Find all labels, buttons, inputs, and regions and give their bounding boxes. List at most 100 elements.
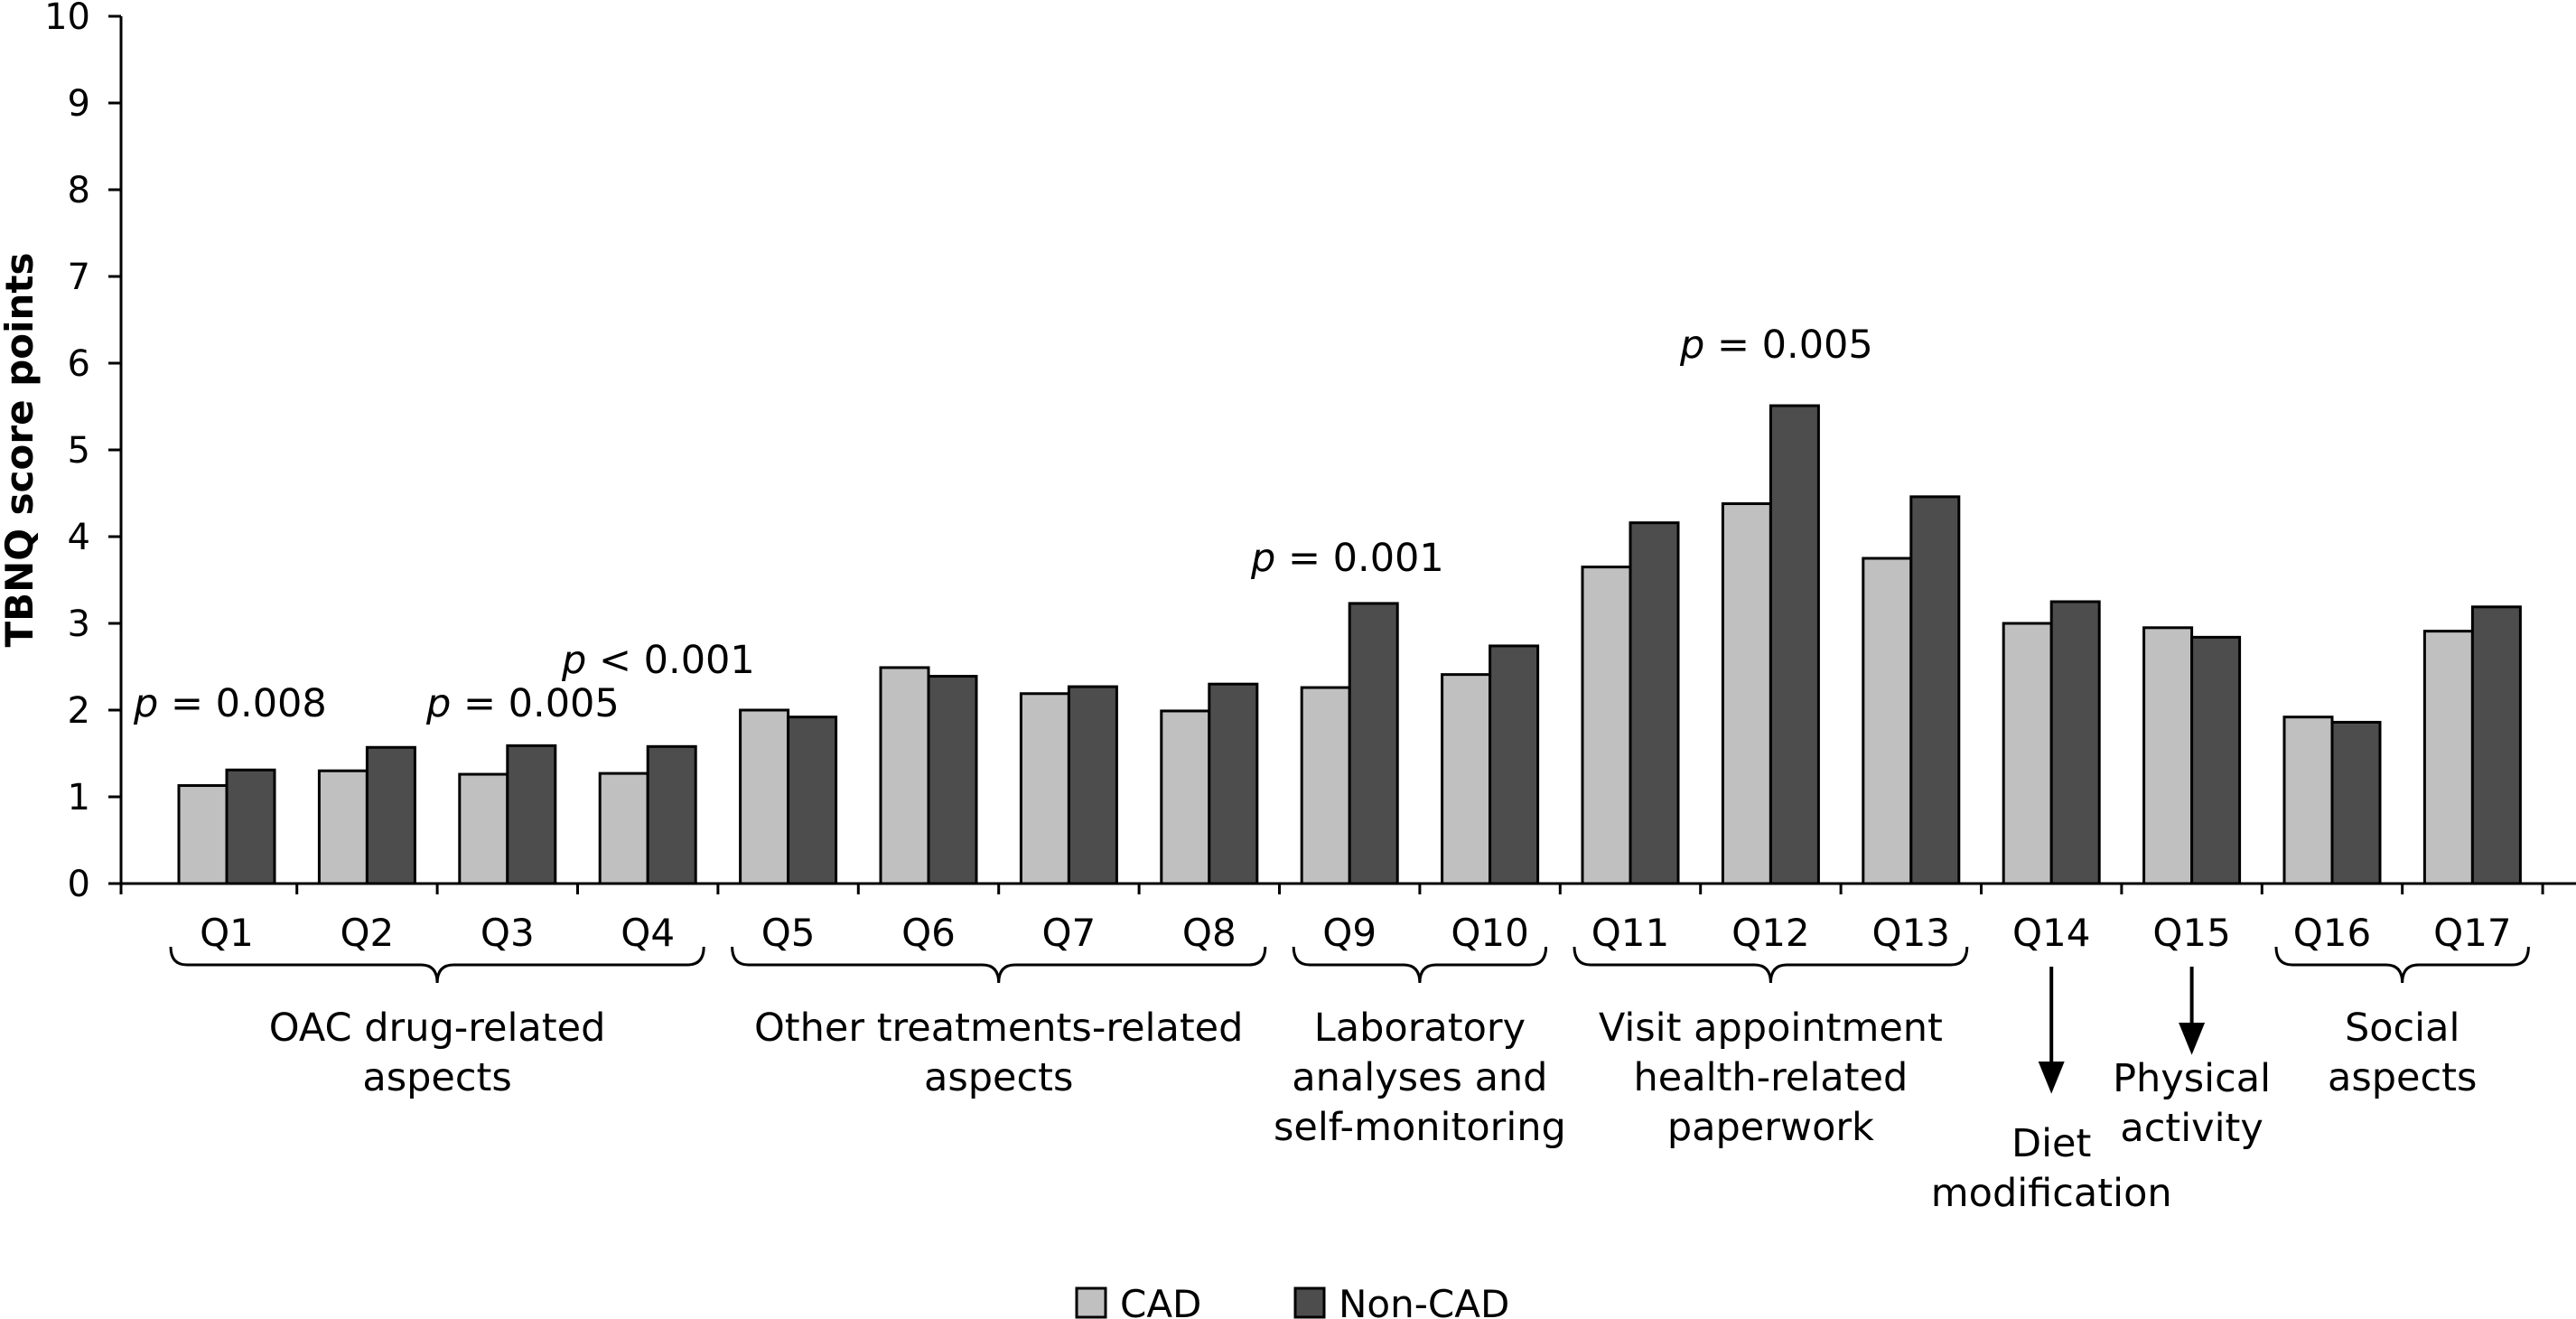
bar-cad-q15 <box>2142 626 2194 885</box>
group-label-laboratory-line-1: Laboratory <box>1314 1006 1526 1051</box>
p-symbol: p <box>425 681 451 726</box>
bar-cad-q5 <box>739 708 790 885</box>
bar-non-cad-q9 <box>1348 602 1399 885</box>
group-label-diet-line-1: Diet <box>2011 1121 2091 1166</box>
bar-cad-q1 <box>177 784 229 885</box>
group-label-diet-line-2: modification <box>1931 1171 2172 1216</box>
arrow-head-physical <box>2179 1023 2206 1055</box>
group-label-physical-line-2: activity <box>2120 1106 2263 1151</box>
y-tick-label: 1 <box>68 777 90 819</box>
bar-non-cad-q16 <box>2330 720 2382 885</box>
group-label-other-treatments-line-1: Other treatments-related <box>754 1006 1244 1051</box>
bar-cad-q13 <box>1862 557 1913 885</box>
arrow-head-diet <box>2038 1062 2065 1094</box>
bar-non-cad-q13 <box>1909 495 1961 885</box>
p-value-q9: p = 0.001 <box>1250 536 1444 581</box>
bar-cad-q3 <box>458 772 509 885</box>
bar-cad-q6 <box>879 666 930 885</box>
y-tick-label: 9 <box>68 83 90 125</box>
bar-non-cad-q12 <box>1769 404 1820 885</box>
x-tick-label-q5: Q5 <box>761 911 816 955</box>
group-label-laboratory-line-2: analyses and <box>1292 1055 1547 1100</box>
group-label-laboratory-line-3: self-monitoring <box>1274 1105 1566 1150</box>
group-label-physical-line-1: Physical <box>2113 1056 2271 1101</box>
legend-item-cad: CAD <box>1075 1282 1201 1319</box>
group-label-social-line-2: aspects <box>2328 1055 2477 1100</box>
x-tick-label-q8: Q8 <box>1182 911 1237 955</box>
bar-non-cad-q4 <box>646 744 697 885</box>
p-symbol: p <box>1250 536 1275 581</box>
bar-non-cad-q2 <box>365 745 416 885</box>
bar-non-cad-q10 <box>1489 644 1540 885</box>
legend-swatch-non-cad <box>1293 1286 1326 1319</box>
y-tick-label: 10 <box>44 0 90 38</box>
bar-non-cad-q3 <box>506 744 557 885</box>
legend-label-cad: CAD <box>1120 1282 1201 1319</box>
bar-non-cad-q11 <box>1629 521 1680 885</box>
bar-cad-q10 <box>1441 673 1492 885</box>
x-tick-label-q13: Q13 <box>1872 911 1951 955</box>
x-tick-label-q14: Q14 <box>2012 911 2091 955</box>
bar-cad-q16 <box>2282 716 2334 885</box>
x-tick-label-q15: Q15 <box>2152 911 2231 955</box>
x-tick-label-q11: Q11 <box>1591 911 1670 955</box>
bar-non-cad-q17 <box>2470 605 2522 885</box>
x-tick-label-q10: Q10 <box>1451 911 1529 955</box>
brace-oac-drug <box>169 946 705 984</box>
group-label-oac-drug-line-1: OAC drug-related <box>269 1006 606 1051</box>
bar-non-cad-q15 <box>2190 635 2242 885</box>
group-physical: Physical activity <box>2113 967 2271 1151</box>
group-label-visit-appointment-line-2: health-related <box>1634 1055 1909 1100</box>
y-tick-label: 4 <box>68 517 90 558</box>
group-label-social-line-1: Social <box>2345 1006 2460 1051</box>
bar-non-cad-q8 <box>1208 682 1259 885</box>
x-tick-label-q16: Q16 <box>2293 911 2372 955</box>
legend-item-non-cad: Non-CAD <box>1293 1282 1509 1319</box>
y-axis: 0 1 2 3 4 5 6 7 8 9 10 TBNQ score points <box>0 0 123 905</box>
group-label-visit-appointment-line-3: paperwork <box>1667 1105 1874 1150</box>
x-tick-label-q12: Q12 <box>1731 911 1810 955</box>
brace-laboratory <box>1292 946 1548 984</box>
bar-cad-q4 <box>598 772 649 885</box>
bar-cad-q11 <box>1581 566 1632 885</box>
bar-cad-q12 <box>1721 502 1772 885</box>
group-label-visit-appointment-line-1: Visit appointment <box>1599 1006 1943 1051</box>
y-tick-label: 0 <box>68 864 90 905</box>
bar-cad-q14 <box>2002 622 2053 885</box>
y-tick-label: 2 <box>68 690 90 732</box>
p-value-text: = 0.001 <box>1275 536 1443 581</box>
brace-visit-appointment <box>1573 946 1969 984</box>
y-tick-label: 7 <box>68 257 90 298</box>
bar-cad-q2 <box>317 769 369 885</box>
bars <box>177 404 2522 885</box>
brace-other-treatments <box>731 946 1267 984</box>
group-label-other-treatments-line-2: aspects <box>924 1055 1073 1100</box>
x-tick-label-q17: Q17 <box>2433 911 2512 955</box>
p-value-text: = 0.008 <box>158 681 326 726</box>
bar-cad-q8 <box>1160 709 1211 885</box>
legend-swatch-cad <box>1075 1286 1107 1319</box>
x-tick-label-q1: Q1 <box>200 911 254 955</box>
bar-non-cad-q14 <box>2049 600 2101 885</box>
bar-non-cad-q1 <box>225 768 276 885</box>
group-diet: Diet modification <box>1931 967 2172 1216</box>
p-value-q1: p = 0.008 <box>133 681 327 726</box>
brace-social <box>2274 946 2530 984</box>
bar-cad-q7 <box>1019 692 1070 885</box>
group-label-oac-drug-line-2: aspects <box>362 1055 511 1100</box>
x-tick-label-q6: Q6 <box>901 911 956 955</box>
bar-non-cad-q6 <box>927 675 978 885</box>
y-tick-label: 3 <box>68 603 90 645</box>
bar-cad-q9 <box>1300 686 1351 885</box>
p-value-q4: p < 0.001 <box>561 638 755 683</box>
y-tick-label: 8 <box>68 170 90 211</box>
y-axis-label: TBNQ score points <box>0 252 42 647</box>
x-tick-label-q9: Q9 <box>1322 911 1377 955</box>
